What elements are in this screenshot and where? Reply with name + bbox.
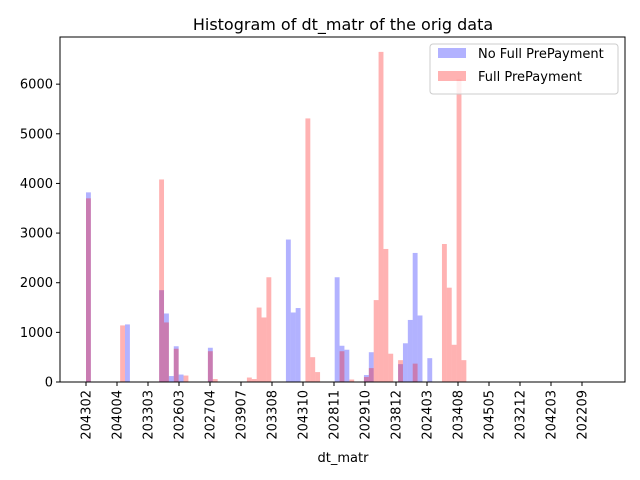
bar-full-prepayment xyxy=(212,379,218,382)
x-tick-label: 203212 xyxy=(514,390,529,440)
bar-full-prepayment xyxy=(388,353,394,382)
x-tick-label: 204203 xyxy=(545,390,560,440)
x-axis: 204302 204004 203303 202603 202704 203907 2033… xyxy=(80,382,591,440)
bar-full-prepayment xyxy=(461,360,467,382)
bar-full-prepayment xyxy=(456,79,462,382)
bar-full-prepayment xyxy=(446,287,452,382)
bar-no-full-prepayment xyxy=(164,313,169,382)
bar-no-full-prepayment xyxy=(407,319,413,382)
x-tick-label: 203303 xyxy=(142,390,157,440)
bar-no-full-prepayment xyxy=(417,315,423,382)
bar-full-prepayment xyxy=(349,379,355,382)
x-axis-label: dt_matr xyxy=(318,451,370,466)
bar-no-full-prepayment xyxy=(159,290,165,382)
bar-full-prepayment xyxy=(315,372,321,382)
bar-full-prepayment xyxy=(183,375,189,382)
y-tick-label: 5000 xyxy=(20,127,53,142)
x-tick-label: 203907 xyxy=(235,390,250,440)
bar-full-prepayment xyxy=(383,248,389,382)
bar-no-full-prepayment xyxy=(290,312,296,382)
bar-full-prepayment xyxy=(339,351,345,382)
legend-label-full: Full PrePayment xyxy=(478,70,582,85)
bar-full-prepayment xyxy=(164,322,169,382)
y-tick-label: 2000 xyxy=(20,276,53,291)
bar-full-prepayment xyxy=(441,244,447,382)
bar-no-full-prepayment xyxy=(285,239,291,382)
bar-no-full-prepayment xyxy=(412,252,418,382)
legend-box xyxy=(429,43,619,95)
plot-frame xyxy=(59,36,626,383)
x-tick-label: 204505 xyxy=(483,390,498,440)
legend-swatch-no-full xyxy=(438,48,466,58)
y-axis: 0 1000 2000 3000 4000 5000 6000 xyxy=(20,78,60,391)
bar-no-full-prepayment xyxy=(398,364,403,382)
bar-full-prepayment xyxy=(120,325,126,382)
bar-no-full-prepayment xyxy=(344,349,350,382)
bar-no-full-prepayment xyxy=(168,376,174,382)
bar-full-prepayment xyxy=(159,179,165,382)
series-full-prepayment xyxy=(86,51,467,382)
x-tick-label: 204004 xyxy=(111,390,126,440)
bar-full-prepayment xyxy=(412,363,418,382)
y-tick-label: 1000 xyxy=(20,326,53,341)
x-tick-label: 202811 xyxy=(328,390,343,440)
bar-no-full-prepayment xyxy=(295,308,301,382)
bar-full-prepayment xyxy=(266,277,272,382)
bar-full-prepayment xyxy=(451,344,457,382)
bar-no-full-prepayment xyxy=(339,345,345,382)
x-tick-label: 203408 xyxy=(452,390,467,440)
bar-full-prepayment xyxy=(373,300,379,382)
bar-full-prepayment xyxy=(310,357,316,382)
bar-full-prepayment xyxy=(86,198,91,382)
bar-full-prepayment xyxy=(398,360,403,382)
bar-full-prepayment xyxy=(261,317,267,382)
bar-full-prepayment xyxy=(363,377,369,382)
x-tick-label: 202209 xyxy=(576,390,591,440)
bar-no-full-prepayment xyxy=(86,192,91,382)
legend-swatch-full xyxy=(438,71,466,81)
x-tick-label: 202603 xyxy=(173,390,188,440)
y-tick-label: 0 xyxy=(45,376,53,391)
bar-full-prepayment xyxy=(256,307,262,382)
legend: No Full PrePayment Full PrePayment xyxy=(429,43,619,95)
y-tick-label: 3000 xyxy=(20,227,53,242)
y-tick-label: 4000 xyxy=(20,177,53,192)
y-tick-label: 6000 xyxy=(20,78,53,93)
x-tick-label: 203308 xyxy=(266,390,281,440)
bar-no-full-prepayment xyxy=(207,347,213,382)
legend-label-no-full: No Full PrePayment xyxy=(478,47,604,62)
bar-no-full-prepayment xyxy=(334,277,340,382)
series-no-full-prepayment xyxy=(86,192,433,382)
x-tick-label: 204302 xyxy=(80,390,95,440)
x-tick-label: 202910 xyxy=(359,390,374,440)
bar-full-prepayment xyxy=(246,377,252,382)
bar-full-prepayment xyxy=(368,368,374,382)
chart-title: Histogram of dt_matr of the orig data xyxy=(193,15,493,35)
bar-full-prepayment xyxy=(207,351,213,382)
bar-full-prepayment xyxy=(173,348,179,382)
x-tick-label: 202403 xyxy=(421,390,436,440)
bar-full-prepayment xyxy=(305,118,311,382)
x-tick-label: 204310 xyxy=(297,390,312,440)
bar-no-full-prepayment xyxy=(363,375,369,382)
bar-no-full-prepayment xyxy=(125,324,130,382)
bar-no-full-prepayment xyxy=(178,374,184,382)
bar-no-full-prepayment xyxy=(402,343,408,382)
bar-no-full-prepayment xyxy=(427,358,433,382)
x-tick-label: 202704 xyxy=(204,390,219,440)
x-tick-label: 203812 xyxy=(390,390,405,440)
bar-full-prepayment xyxy=(251,379,257,382)
bar-no-full-prepayment xyxy=(368,352,374,382)
bar-no-full-prepayment xyxy=(173,346,179,382)
bar-full-prepayment xyxy=(378,51,384,382)
